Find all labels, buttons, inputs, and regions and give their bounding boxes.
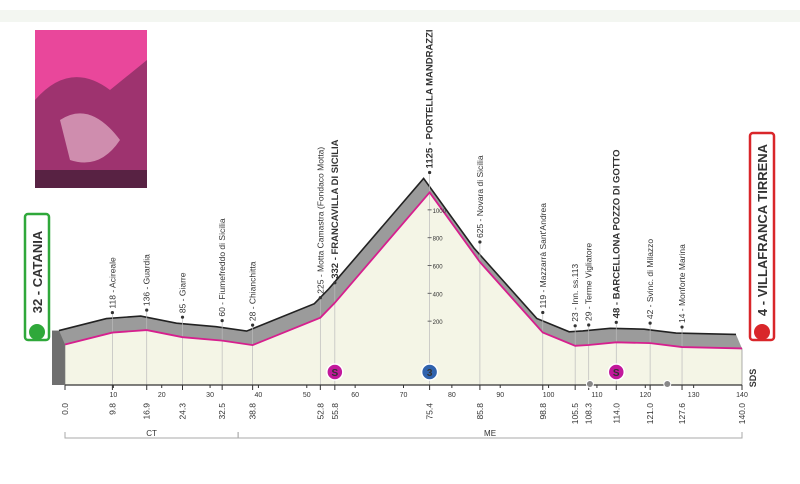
start-box (23, 212, 51, 342)
waypoint-dot (428, 170, 432, 175)
poster-figure (60, 113, 120, 163)
km-tick-label: 20 (158, 392, 166, 399)
waypoint-label: 42 - Svinc. di Milazzo (645, 239, 655, 320)
waypoint-dot (614, 320, 618, 324)
x-tick-label: 32.5 (217, 403, 227, 420)
waypoint-label: 119 - Mazzarrà Sant'Andrea (538, 203, 548, 309)
waypoint-dot (648, 321, 652, 325)
province-bracket (237, 432, 743, 439)
y-tick-label: 400 (433, 292, 444, 298)
waypoint-label: 29 - Terme Vigliatore (584, 243, 594, 321)
km-tick-label: 60 (351, 392, 359, 399)
province-label: ME (484, 429, 496, 438)
waypoint-dot (180, 315, 185, 319)
waypoint-dot (318, 296, 322, 300)
marker (420, 363, 439, 381)
x-tick-label: 75.4 (425, 403, 435, 420)
waypoint-label: 23 - Inn. ss.113 (570, 264, 580, 322)
x-tick-label: 52.8 (315, 403, 325, 420)
km-tick-label: 90 (496, 392, 504, 399)
km-tick-label: 80 (448, 392, 456, 399)
base-side (52, 330, 65, 385)
x-tick-label: 0.0 (60, 403, 70, 415)
waypoint-label: 1125 - PORTELLA MANDRAZZI (425, 29, 436, 168)
km-tick-label: 40 (255, 392, 263, 399)
km-tick-label: 110 (591, 392, 602, 399)
waypoint-dot (110, 310, 114, 315)
poster-strip (35, 170, 147, 188)
marker-label: S (331, 368, 338, 379)
icon (663, 380, 672, 388)
waypoint-label: 332 - FRANCAVILLA DI SICILIA (330, 139, 341, 278)
km-tick-label: 50 (303, 392, 311, 399)
x-tick-label: 24.3 (178, 403, 188, 420)
x-tick-label: 38.8 (248, 403, 258, 420)
x-tick-label: 114.0 (611, 403, 621, 424)
km-tick-label: 10 (109, 392, 117, 399)
waypoint-label: 85 - Giarre (178, 272, 188, 313)
province-label: CT (146, 429, 157, 438)
profile-line (64, 190, 743, 350)
waypoint-label: 118 - Acireale (107, 257, 117, 309)
x-tick-label: 9.8 (107, 403, 117, 415)
finish-box (748, 131, 776, 342)
waypoint-label: 625 - Novara di Sicilia (475, 155, 485, 238)
waypoint-dot (145, 308, 149, 312)
x-tick-label: 55.8 (330, 403, 340, 420)
waypoint-label: 136 - Guardia (142, 254, 152, 306)
road-code: SDS (748, 369, 758, 388)
marker (607, 363, 626, 381)
icon (585, 380, 594, 388)
waypoint-dot (333, 281, 337, 285)
km-tick-label: 120 (639, 392, 651, 399)
start-icon (29, 324, 45, 340)
start-label: 32 - CATANIA (30, 230, 45, 313)
waypoint-dot (680, 325, 684, 329)
km-tick-label: 70 (400, 392, 408, 399)
x-tick-label: 108.3 (584, 403, 594, 425)
top-band (0, 10, 800, 22)
profile-edge (58, 177, 737, 336)
poster (35, 30, 147, 188)
waypoint-dot (587, 323, 591, 327)
waypoint-label: 28 - Chianchitta (248, 261, 258, 321)
x-tick-label: 105.5 (570, 403, 580, 425)
waypoint-dot (541, 310, 545, 315)
waypoint-dot (251, 323, 255, 327)
waypoint-dot (478, 240, 482, 244)
waypoint-dot (573, 324, 577, 328)
marker-label: 3 (427, 368, 433, 379)
marker-label: S (613, 368, 620, 379)
x-tick-label: 16.9 (142, 403, 152, 420)
waypoint-label: 60 - Fiumefreddo di Sicilia (217, 218, 227, 317)
x-tick-label: 85.8 (475, 403, 485, 420)
marker (326, 363, 344, 381)
y-tick-label: 600 (433, 265, 444, 271)
finish-icon (754, 324, 770, 340)
waypoint-dot (220, 319, 224, 323)
km-tick-label: 100 (543, 392, 555, 399)
waypoint-label: 14 - Monforte Marina (677, 244, 687, 323)
km-tick-label: 130 (688, 392, 700, 399)
y-tick-label: 200 (433, 320, 444, 326)
waypoint-label: 225 - Motta Camastra (Fondaco Motta) (315, 147, 325, 294)
km-tick-label: 140 (736, 392, 748, 399)
km-tick-label: 30 (206, 392, 214, 399)
waypoint-label: 48 - BARCELLONA POZZO DI GOTTO (611, 149, 622, 318)
x-tick-label: 127.6 (677, 403, 687, 425)
y-tick-label: 1000 (433, 209, 447, 215)
x-tick-label: 140.0 (737, 403, 747, 425)
y-tick-label: 800 (433, 237, 444, 243)
x-tick-label: 98.8 (538, 403, 548, 420)
x-tick-label: 121.0 (645, 403, 655, 425)
finish-label: 4 - VILLAFRANCA TIRRENA (755, 143, 770, 316)
